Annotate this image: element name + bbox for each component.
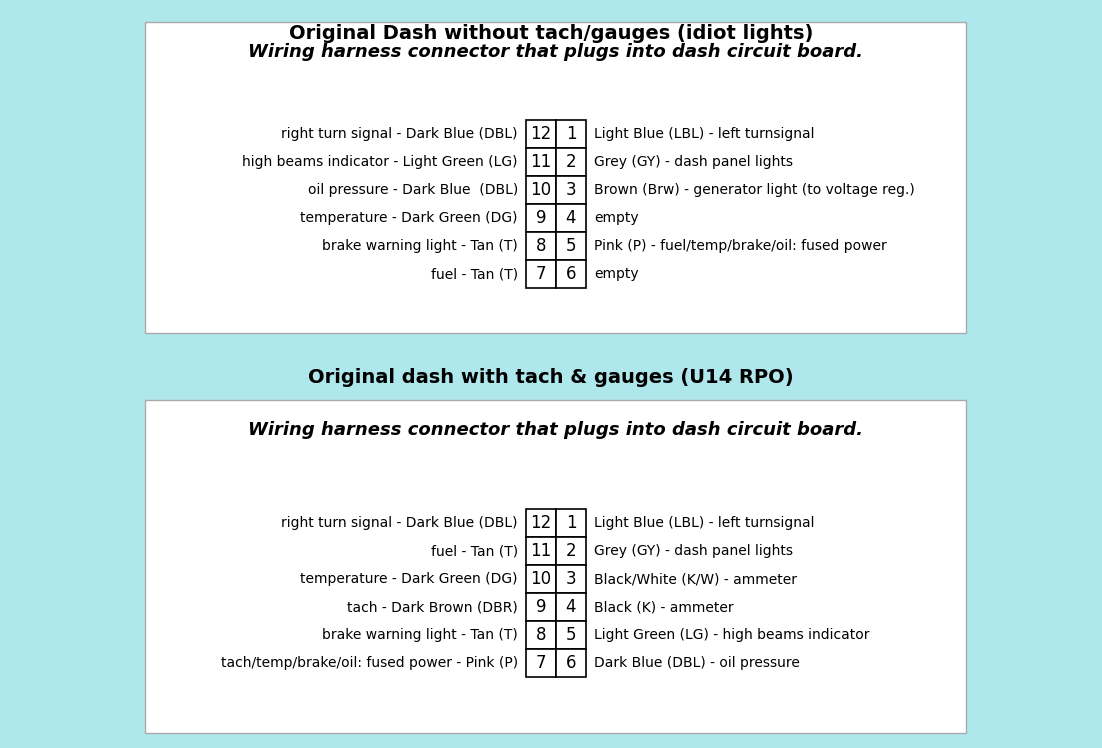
Bar [557, 649, 586, 677]
Bar [557, 621, 586, 649]
Bar [557, 260, 586, 288]
Text: Light Green (LG) - high beams indicator: Light Green (LG) - high beams indicator [594, 628, 869, 642]
Text: Wiring harness connector that plugs into dash circuit board.: Wiring harness connector that plugs into… [248, 43, 864, 61]
Bar [526, 260, 557, 288]
Bar [557, 593, 586, 621]
Bar [526, 204, 557, 232]
Text: 3: 3 [565, 570, 576, 588]
Text: 3: 3 [565, 181, 576, 199]
Bar [526, 509, 557, 537]
Text: 11: 11 [530, 542, 552, 560]
Text: Black (K) - ammeter: Black (K) - ammeter [594, 600, 734, 614]
Text: 5: 5 [565, 237, 576, 255]
Bar [145, 400, 966, 733]
Text: 4: 4 [565, 209, 576, 227]
Text: oil pressure - Dark Blue  (DBL): oil pressure - Dark Blue (DBL) [307, 183, 518, 197]
Bar [145, 22, 966, 333]
Bar [557, 204, 586, 232]
Bar [557, 565, 586, 593]
Text: Original Dash without tach/gauges (idiot lights): Original Dash without tach/gauges (idiot… [289, 24, 813, 43]
Text: Grey (GY) - dash panel lights: Grey (GY) - dash panel lights [594, 544, 793, 558]
Bar [526, 232, 557, 260]
Text: high beams indicator - Light Green (LG): high beams indicator - Light Green (LG) [242, 155, 518, 169]
Text: empty: empty [594, 267, 638, 281]
Bar [526, 593, 557, 621]
Text: Black/White (K/W) - ammeter: Black/White (K/W) - ammeter [594, 572, 797, 586]
Text: Dark Blue (DBL) - oil pressure: Dark Blue (DBL) - oil pressure [594, 656, 800, 670]
Text: empty: empty [594, 211, 638, 225]
Text: 6: 6 [565, 654, 576, 672]
Bar [557, 537, 586, 565]
Text: right turn signal - Dark Blue (DBL): right turn signal - Dark Blue (DBL) [281, 127, 518, 141]
Text: 10: 10 [530, 570, 551, 588]
Text: 8: 8 [536, 626, 547, 644]
Text: Grey (GY) - dash panel lights: Grey (GY) - dash panel lights [594, 155, 793, 169]
Text: Wiring harness connector that plugs into dash circuit board.: Wiring harness connector that plugs into… [248, 421, 864, 439]
Text: Light Blue (LBL) - left turnsignal: Light Blue (LBL) - left turnsignal [594, 127, 814, 141]
Text: Original dash with tach & gauges (U14 RPO): Original dash with tach & gauges (U14 RP… [309, 368, 793, 387]
Text: fuel - Tan (T): fuel - Tan (T) [431, 267, 518, 281]
Text: 2: 2 [565, 542, 576, 560]
Bar [526, 537, 557, 565]
Text: fuel - Tan (T): fuel - Tan (T) [431, 544, 518, 558]
Text: 8: 8 [536, 237, 547, 255]
Text: 5: 5 [565, 626, 576, 644]
Bar [557, 232, 586, 260]
Text: Pink (P) - fuel/temp/brake/oil: fused power: Pink (P) - fuel/temp/brake/oil: fused po… [594, 239, 887, 253]
Bar [526, 621, 557, 649]
Bar [526, 565, 557, 593]
Text: 4: 4 [565, 598, 576, 616]
Text: 12: 12 [530, 125, 552, 143]
Bar [526, 120, 557, 148]
Text: 6: 6 [565, 265, 576, 283]
Bar [557, 176, 586, 204]
Text: 9: 9 [536, 209, 547, 227]
Text: 2: 2 [565, 153, 576, 171]
Bar [557, 120, 586, 148]
Text: 7: 7 [536, 265, 547, 283]
Text: 10: 10 [530, 181, 551, 199]
Text: temperature - Dark Green (DG): temperature - Dark Green (DG) [301, 572, 518, 586]
Bar [526, 649, 557, 677]
Text: tach/temp/brake/oil: fused power - Pink (P): tach/temp/brake/oil: fused power - Pink … [220, 656, 518, 670]
Text: brake warning light - Tan (T): brake warning light - Tan (T) [322, 628, 518, 642]
Bar [557, 148, 586, 176]
Text: brake warning light - Tan (T): brake warning light - Tan (T) [322, 239, 518, 253]
Text: tach - Dark Brown (DBR): tach - Dark Brown (DBR) [347, 600, 518, 614]
Text: right turn signal - Dark Blue (DBL): right turn signal - Dark Blue (DBL) [281, 516, 518, 530]
Bar [557, 509, 586, 537]
Text: Light Blue (LBL) - left turnsignal: Light Blue (LBL) - left turnsignal [594, 516, 814, 530]
Text: 1: 1 [565, 514, 576, 532]
Text: 12: 12 [530, 514, 552, 532]
Text: 7: 7 [536, 654, 547, 672]
Text: temperature - Dark Green (DG): temperature - Dark Green (DG) [301, 211, 518, 225]
Text: Brown (Brw) - generator light (to voltage reg.): Brown (Brw) - generator light (to voltag… [594, 183, 915, 197]
Text: 11: 11 [530, 153, 552, 171]
Text: 9: 9 [536, 598, 547, 616]
Bar [526, 148, 557, 176]
Bar [526, 176, 557, 204]
Text: 1: 1 [565, 125, 576, 143]
